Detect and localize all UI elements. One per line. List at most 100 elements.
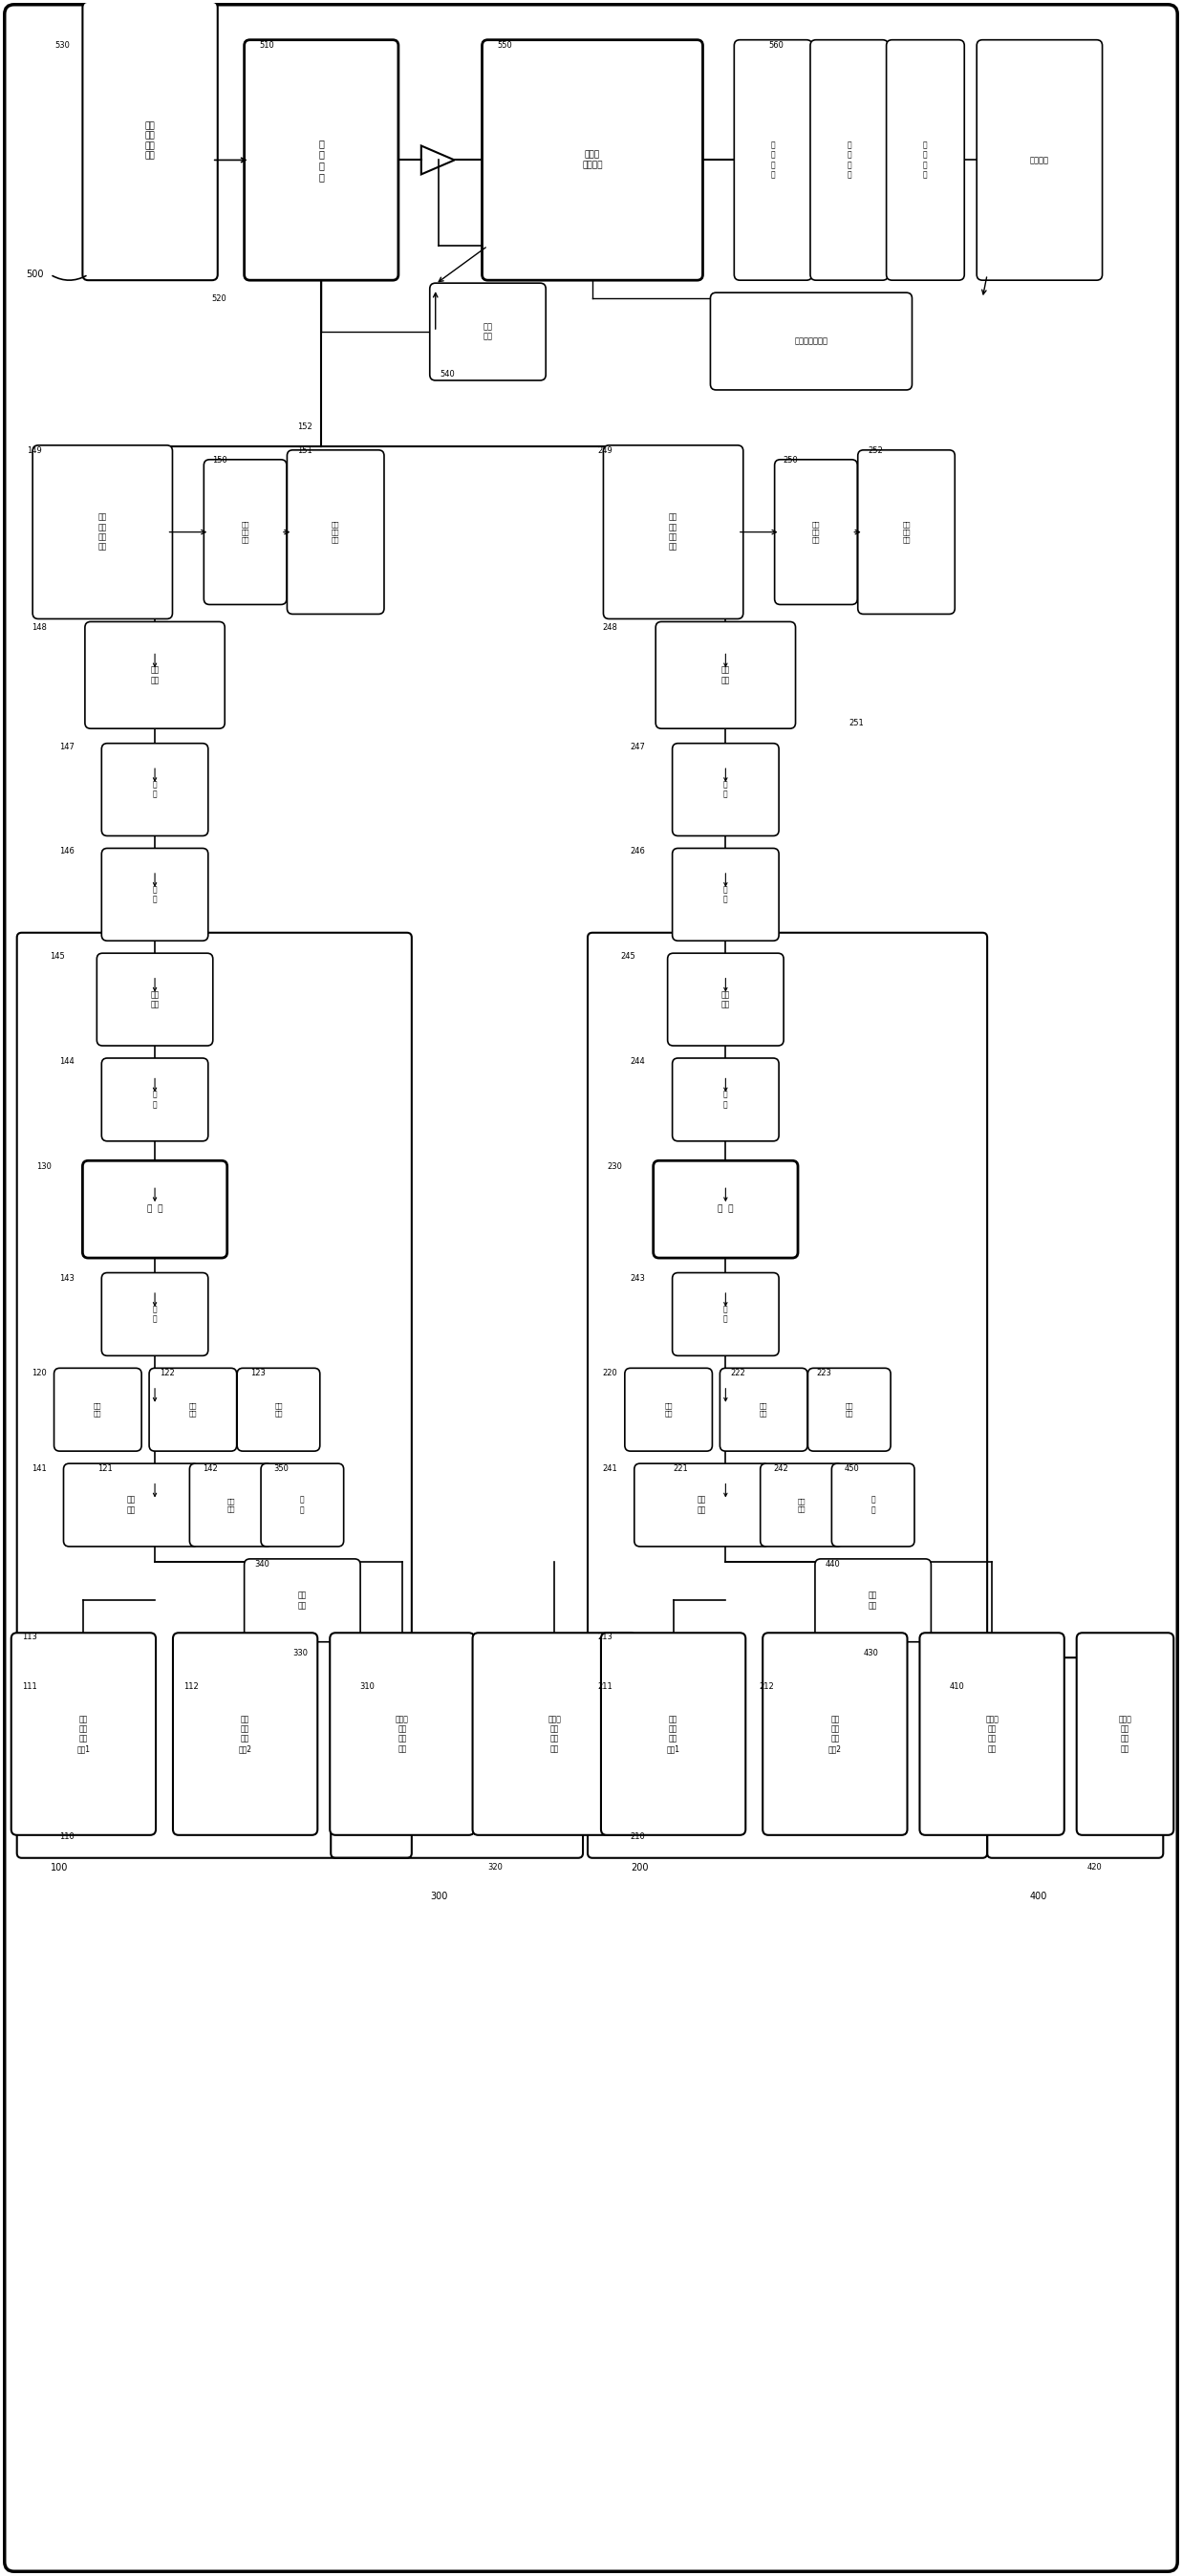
- FancyBboxPatch shape: [1077, 1633, 1174, 1834]
- Text: 下隔膜
自动
换料
装置: 下隔膜 自动 换料 装置: [1118, 1716, 1131, 1754]
- FancyBboxPatch shape: [330, 1633, 474, 1834]
- FancyBboxPatch shape: [149, 1368, 236, 1450]
- Text: 530: 530: [56, 41, 70, 49]
- FancyBboxPatch shape: [668, 953, 784, 1046]
- FancyBboxPatch shape: [102, 1059, 208, 1141]
- Text: 张力
检测: 张力 检测: [150, 665, 160, 685]
- Text: 模  架: 模 架: [717, 1206, 734, 1213]
- Text: 220: 220: [602, 1368, 617, 1378]
- Text: 252: 252: [869, 446, 883, 456]
- Text: 正极
极片
放卷
装置2: 正极 极片 放卷 装置2: [239, 1716, 252, 1754]
- FancyBboxPatch shape: [173, 1633, 318, 1834]
- FancyBboxPatch shape: [710, 294, 913, 389]
- Text: 卷
绕
控
制: 卷 绕 控 制: [318, 139, 324, 180]
- FancyBboxPatch shape: [245, 1558, 361, 1641]
- Text: 纠
偏: 纠 偏: [152, 781, 157, 799]
- Text: 模切
速度: 模切 速度: [189, 1404, 197, 1417]
- Text: 纠偏
控制: 纠偏 控制: [150, 989, 160, 1010]
- Text: 下隔膜
自动
换料
装置: 下隔膜 自动 换料 装置: [986, 1716, 999, 1754]
- Text: 143: 143: [60, 1273, 74, 1283]
- Text: 数据
采集
控制: 数据 采集 控制: [902, 520, 910, 544]
- Text: 品
质
参
数: 品 质 参 数: [847, 142, 851, 180]
- FancyBboxPatch shape: [920, 1633, 1064, 1834]
- Text: 210: 210: [630, 1832, 645, 1842]
- Text: 纠偏
控制: 纠偏 控制: [93, 1404, 102, 1417]
- Text: 250: 250: [782, 456, 798, 464]
- FancyBboxPatch shape: [832, 1463, 915, 1546]
- Text: 模  架: 模 架: [147, 1206, 163, 1213]
- FancyBboxPatch shape: [654, 1162, 798, 1257]
- Text: 产
品
下
载: 产 品 下 载: [923, 142, 928, 180]
- Text: 张力
检测: 张力 检测: [721, 665, 730, 685]
- Text: 560: 560: [768, 41, 784, 49]
- Text: 122: 122: [160, 1368, 175, 1378]
- FancyBboxPatch shape: [83, 3, 217, 281]
- Text: 视觉
检测
入料
控制: 视觉 检测 入料 控制: [98, 513, 106, 551]
- Text: 222: 222: [730, 1368, 746, 1378]
- Text: 110: 110: [60, 1832, 74, 1842]
- FancyBboxPatch shape: [102, 744, 208, 835]
- Text: 纠
偏: 纠 偏: [723, 781, 728, 799]
- Text: 张力
控制: 张力 控制: [227, 1499, 235, 1512]
- FancyBboxPatch shape: [673, 848, 779, 940]
- Text: 147: 147: [60, 742, 74, 752]
- Text: 330: 330: [293, 1649, 309, 1656]
- Text: 242: 242: [773, 1466, 788, 1473]
- FancyBboxPatch shape: [774, 459, 857, 605]
- Text: 149: 149: [26, 446, 41, 456]
- Text: 247: 247: [630, 742, 645, 752]
- Text: 纠偏
控制: 纠偏 控制: [664, 1404, 673, 1417]
- Text: 420: 420: [1087, 1862, 1102, 1873]
- Text: 纠
偏: 纠 偏: [723, 886, 728, 904]
- Text: 151: 151: [298, 446, 312, 456]
- FancyBboxPatch shape: [858, 451, 955, 613]
- Text: 340: 340: [255, 1561, 269, 1569]
- Text: 241: 241: [602, 1466, 617, 1473]
- FancyBboxPatch shape: [603, 446, 743, 618]
- Text: 121: 121: [98, 1466, 112, 1473]
- FancyBboxPatch shape: [807, 1368, 891, 1450]
- Text: 152: 152: [298, 422, 312, 430]
- FancyBboxPatch shape: [816, 1558, 931, 1641]
- FancyBboxPatch shape: [600, 1633, 746, 1834]
- FancyBboxPatch shape: [720, 1368, 807, 1450]
- FancyBboxPatch shape: [102, 848, 208, 940]
- Text: 111: 111: [21, 1682, 37, 1690]
- FancyBboxPatch shape: [673, 1059, 779, 1141]
- Text: 纠
偏: 纠 偏: [152, 886, 157, 904]
- Text: 100: 100: [50, 1862, 67, 1873]
- Text: 150: 150: [212, 456, 227, 464]
- Text: 张
力: 张 力: [152, 1090, 157, 1108]
- Text: 上隔膜
自动
换料
装置: 上隔膜 自动 换料 装置: [396, 1716, 409, 1754]
- FancyBboxPatch shape: [261, 1463, 344, 1546]
- Text: 230: 230: [606, 1162, 622, 1170]
- Text: 纠
偏: 纠 偏: [300, 1497, 305, 1515]
- FancyBboxPatch shape: [85, 621, 225, 729]
- Text: 141: 141: [31, 1466, 46, 1473]
- Text: 负极
极片
放卷
装置1: 负极 极片 放卷 装置1: [667, 1716, 680, 1754]
- Text: 120: 120: [31, 1368, 46, 1378]
- Text: 245: 245: [621, 953, 636, 961]
- FancyBboxPatch shape: [635, 1463, 769, 1546]
- Text: 张力
检测: 张力 检测: [697, 1497, 706, 1515]
- Text: 视觉
检测
入料
控制: 视觉 检测 入料 控制: [669, 513, 677, 551]
- Text: 142: 142: [202, 1466, 217, 1473]
- Text: 251: 251: [849, 719, 864, 726]
- FancyBboxPatch shape: [886, 39, 965, 281]
- FancyBboxPatch shape: [811, 39, 888, 281]
- Text: 223: 223: [816, 1368, 831, 1378]
- FancyBboxPatch shape: [83, 1162, 227, 1257]
- Text: 310: 310: [359, 1682, 375, 1690]
- FancyBboxPatch shape: [97, 953, 213, 1046]
- FancyBboxPatch shape: [11, 1633, 156, 1834]
- FancyBboxPatch shape: [473, 1633, 636, 1834]
- FancyBboxPatch shape: [673, 744, 779, 835]
- Text: 张力
检测
控制: 张力 检测 控制: [241, 520, 249, 544]
- Text: 数据
采集
控制: 数据 采集 控制: [331, 520, 339, 544]
- FancyBboxPatch shape: [203, 459, 286, 605]
- Text: 数据
采集: 数据 采集: [274, 1404, 282, 1417]
- Text: 146: 146: [60, 848, 74, 855]
- Text: 130: 130: [35, 1162, 51, 1170]
- FancyBboxPatch shape: [430, 283, 546, 381]
- Text: 产品下载: 产品下载: [1030, 155, 1050, 165]
